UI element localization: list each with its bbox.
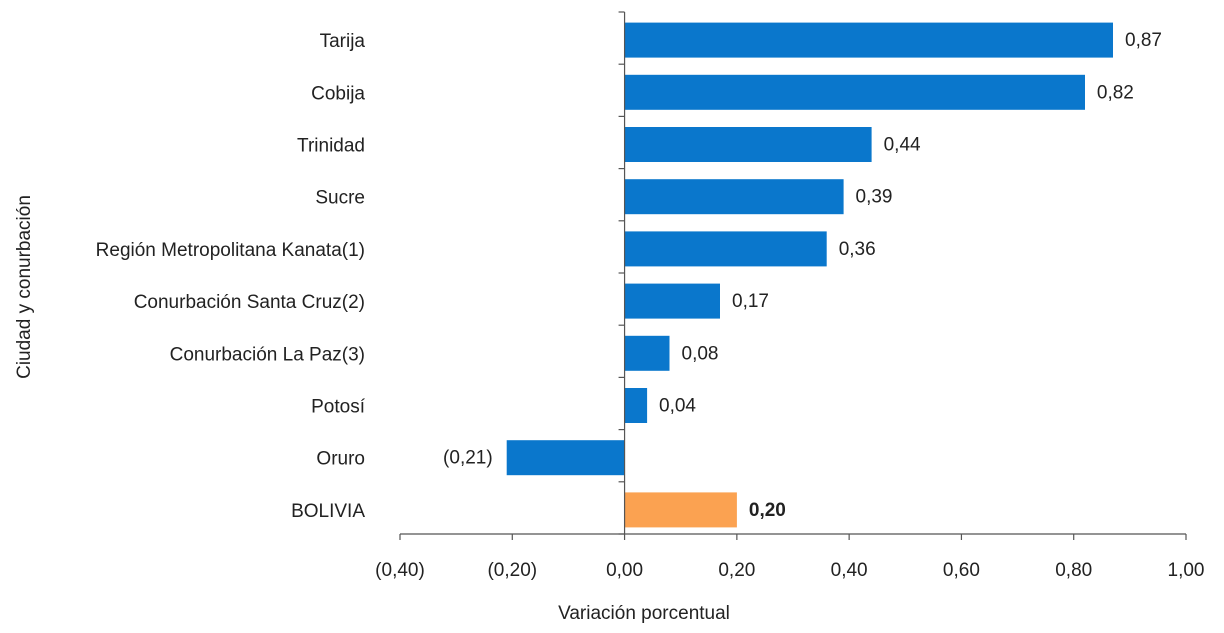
data-label-bolivia: 0,20 <box>749 500 786 521</box>
data-label-sucre: 0,39 <box>856 187 893 208</box>
category-label-trinidad: Trinidad <box>297 136 365 157</box>
bar-sucre <box>624 179 844 215</box>
data-label-conurbacion-santa-cruz-2: 0,17 <box>732 291 769 312</box>
bar-conurbacion-la-paz-3 <box>624 335 670 371</box>
bar-oruro <box>506 440 625 476</box>
x-tick-label: (0,40) <box>375 560 425 581</box>
bar-tarija <box>624 22 1113 58</box>
bar-bolivia <box>624 492 737 528</box>
bar-cobija <box>624 74 1085 110</box>
x-tick-label: 0,40 <box>831 560 868 581</box>
category-label-region-metropolitana-kanata-1: Región Metropolitana Kanata(1) <box>96 240 365 261</box>
data-label-trinidad: 0,44 <box>884 135 921 156</box>
category-label-oruro: Oruro <box>316 449 365 470</box>
data-label-potosi: 0,04 <box>659 396 696 417</box>
x-tick-label: 0,60 <box>943 560 980 581</box>
x-axis-title: Variación porcentual <box>558 603 730 624</box>
axes <box>399 11 1187 540</box>
category-label-potosi: Potosí <box>311 397 366 418</box>
data-label-region-metropolitana-kanata-1: 0,36 <box>839 239 876 260</box>
x-tick-label: 0,00 <box>606 560 643 581</box>
bar-potosi <box>624 388 648 423</box>
data-label-tarija: 0,87 <box>1125 30 1162 51</box>
bars <box>506 22 1113 528</box>
data-label-cobija: 0,82 <box>1097 82 1134 103</box>
bar-conurbacion-santa-cruz-2 <box>624 283 720 319</box>
category-label-conurbacion-la-paz-3: Conurbación La Paz(3) <box>170 344 365 365</box>
x-tick-label: 0,80 <box>1055 560 1092 581</box>
data-label-conurbacion-la-paz-3: 0,08 <box>682 343 719 364</box>
bar-region-metropolitana-kanata-1 <box>624 231 827 267</box>
data-label-oruro: (0,21) <box>443 448 493 469</box>
category-label-conurbacion-santa-cruz-2: Conurbación Santa Cruz(2) <box>134 292 365 313</box>
labels: Tarija 0,87 Cobija 0,82 Trinidad 0,44 Sucre 0,3… <box>96 30 1205 581</box>
category-label-bolivia: BOLIVIA <box>291 501 365 522</box>
category-label-cobija: Cobija <box>311 83 365 104</box>
category-label-sucre: Sucre <box>315 188 365 209</box>
x-tick-label: 1,00 <box>1168 560 1205 581</box>
category-label-tarija: Tarija <box>320 31 366 52</box>
bar-trinidad <box>624 127 872 162</box>
x-tick-label: (0,20) <box>487 560 537 581</box>
y-axis-title: Ciudad y conurbación <box>14 195 35 379</box>
x-tick-label: 0,20 <box>718 560 755 581</box>
